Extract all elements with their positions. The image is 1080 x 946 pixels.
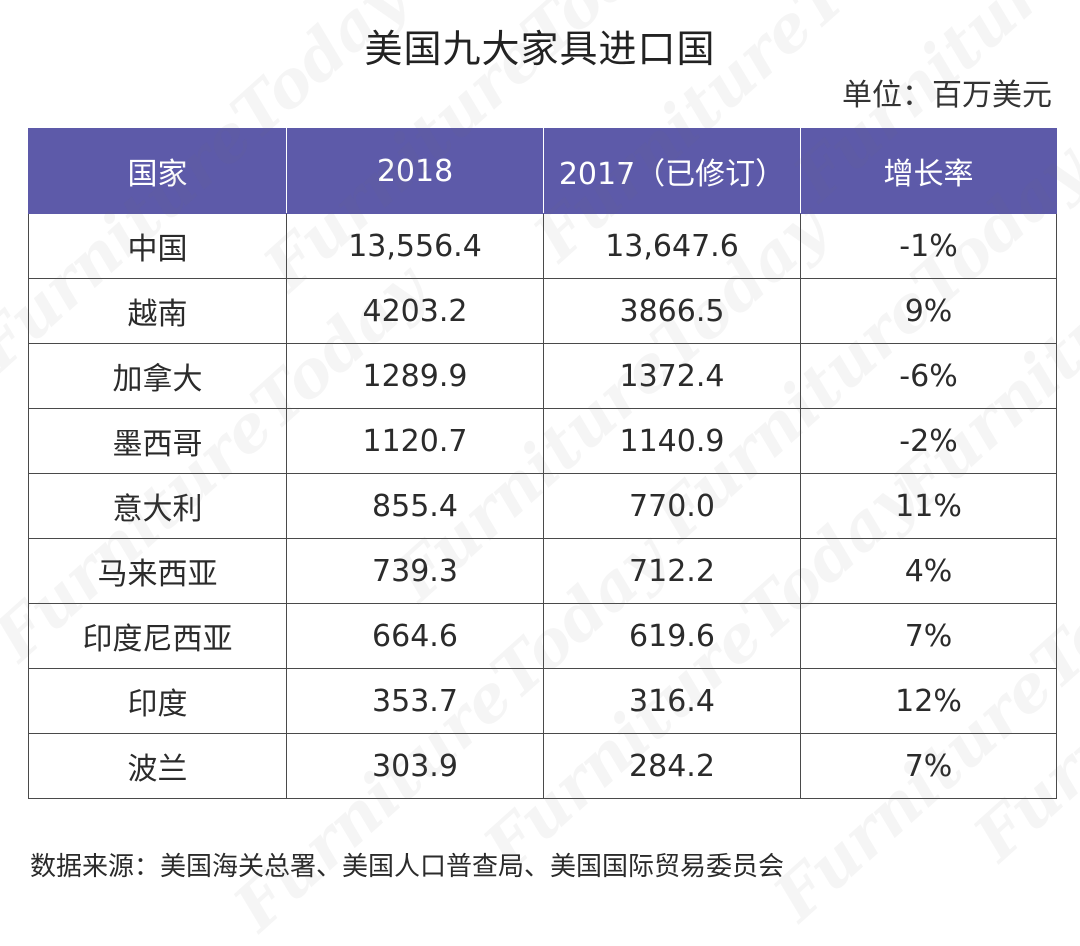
table-row: 中国 13,556.4 13,647.6 -1% bbox=[28, 213, 1057, 279]
table-row: 马来西亚 739.3 712.2 4% bbox=[28, 538, 1057, 604]
cell-2017: 284.2 bbox=[543, 733, 801, 799]
cell-growth: -1% bbox=[800, 213, 1057, 279]
cell-2018: 664.6 bbox=[286, 603, 544, 669]
cell-2017: 1140.9 bbox=[543, 408, 801, 474]
cell-2017: 619.6 bbox=[543, 603, 801, 669]
header-growth: 增长率 bbox=[800, 128, 1057, 214]
cell-country: 加拿大 bbox=[28, 343, 287, 409]
cell-2017: 316.4 bbox=[543, 668, 801, 734]
cell-2018: 739.3 bbox=[286, 538, 544, 604]
table-row: 意大利 855.4 770.0 11% bbox=[28, 473, 1057, 539]
table-row: 越南 4203.2 3866.5 9% bbox=[28, 278, 1057, 344]
table-row: 加拿大 1289.9 1372.4 -6% bbox=[28, 343, 1057, 409]
cell-growth: 7% bbox=[800, 733, 1057, 799]
cell-2017: 1372.4 bbox=[543, 343, 801, 409]
cell-country: 越南 bbox=[28, 278, 287, 344]
cell-country: 印度尼西亚 bbox=[28, 603, 287, 669]
cell-growth: 9% bbox=[800, 278, 1057, 344]
header-2018: 2018 bbox=[286, 128, 544, 214]
header-2017: 2017（已修订） bbox=[543, 128, 801, 214]
table-row: 印度尼西亚 664.6 619.6 7% bbox=[28, 603, 1057, 669]
cell-growth: -2% bbox=[800, 408, 1057, 474]
cell-country: 印度 bbox=[28, 668, 287, 734]
cell-country: 波兰 bbox=[28, 733, 287, 799]
table-row: 墨西哥 1120.7 1140.9 -2% bbox=[28, 408, 1057, 474]
table-row: 印度 353.7 316.4 12% bbox=[28, 668, 1057, 734]
cell-2017: 770.0 bbox=[543, 473, 801, 539]
source-note: 数据来源：美国海关总署、美国人口普查局、美国国际贸易委员会 bbox=[30, 852, 785, 882]
cell-country: 中国 bbox=[28, 213, 287, 279]
import-table: 国家 2018 2017（已修订） 增长率 中国 13,556.4 13,647.6 -1%… bbox=[28, 128, 1057, 799]
cell-country: 墨西哥 bbox=[28, 408, 287, 474]
cell-2018: 353.7 bbox=[286, 668, 544, 734]
table-header: 国家 2018 2017（已修订） 增长率 bbox=[28, 128, 1057, 214]
table-title: 美国九大家具进口国 bbox=[364, 27, 716, 71]
cell-2018: 303.9 bbox=[286, 733, 544, 799]
cell-2018: 13,556.4 bbox=[286, 213, 544, 279]
cell-2017: 712.2 bbox=[543, 538, 801, 604]
cell-2017: 3866.5 bbox=[543, 278, 801, 344]
cell-2018: 855.4 bbox=[286, 473, 544, 539]
cell-growth: -6% bbox=[800, 343, 1057, 409]
table-row: 波兰 303.9 284.2 7% bbox=[28, 733, 1057, 799]
cell-growth: 12% bbox=[800, 668, 1057, 734]
cell-growth: 7% bbox=[800, 603, 1057, 669]
cell-2018: 1289.9 bbox=[286, 343, 544, 409]
header-row: 国家 2018 2017（已修订） 增长率 bbox=[28, 128, 1057, 214]
table-body: 中国 13,556.4 13,647.6 -1% 越南 4203.2 3866.5 9% 加拿大… bbox=[28, 213, 1057, 799]
cell-country: 意大利 bbox=[28, 473, 287, 539]
cell-2018: 1120.7 bbox=[286, 408, 544, 474]
cell-2018: 4203.2 bbox=[286, 278, 544, 344]
cell-growth: 4% bbox=[800, 538, 1057, 604]
cell-2017: 13,647.6 bbox=[543, 213, 801, 279]
cell-growth: 11% bbox=[800, 473, 1057, 539]
unit-label: 单位：百万美元 bbox=[842, 78, 1052, 113]
header-country: 国家 bbox=[28, 128, 287, 214]
cell-country: 马来西亚 bbox=[28, 538, 287, 604]
